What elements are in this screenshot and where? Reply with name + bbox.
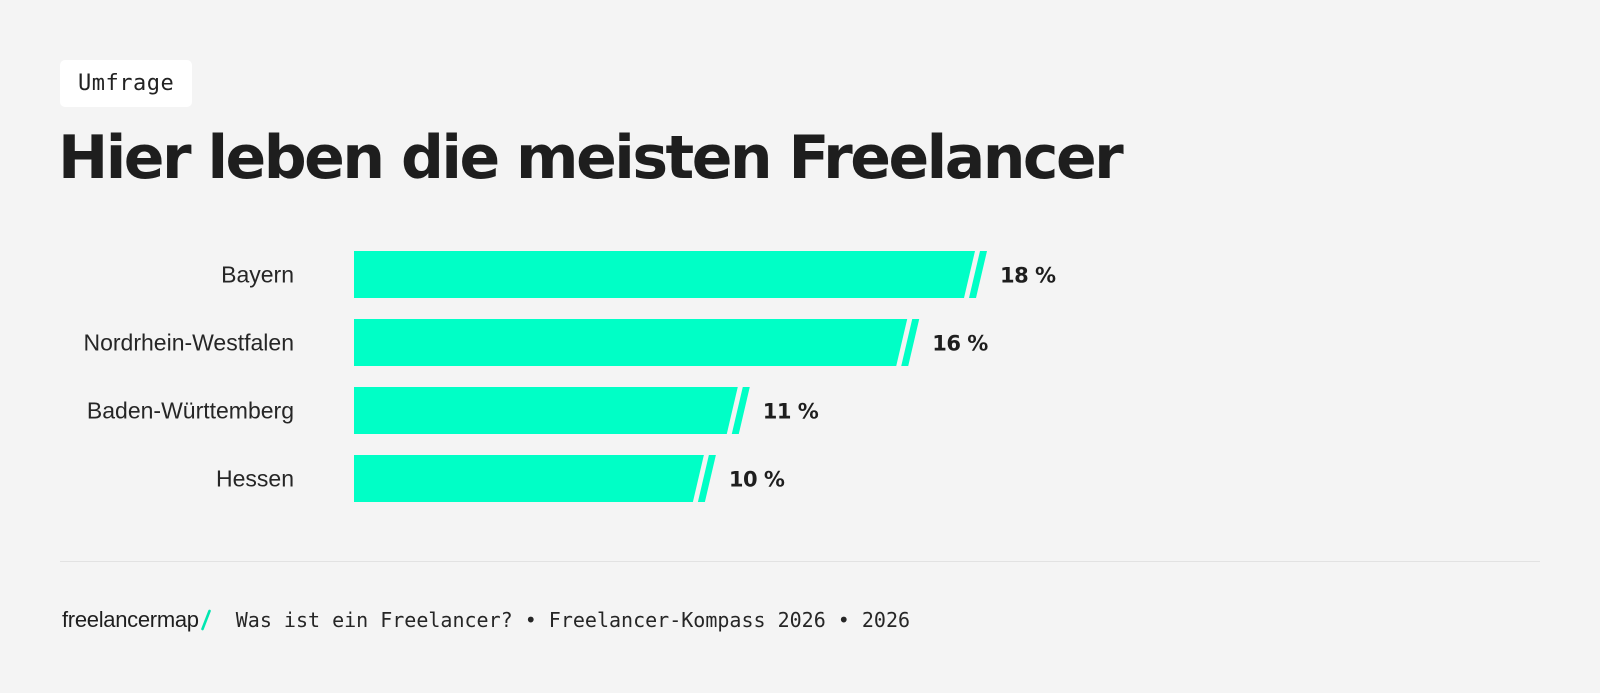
footer: freelancermap Was ist ein Freelancer? • … — [62, 603, 910, 637]
bar-slash-mark — [697, 455, 716, 502]
brand-name: freelancermap — [62, 607, 199, 632]
page-title: Hier leben die meisten Freelancer — [58, 123, 1124, 193]
slash-icon — [200, 609, 211, 631]
value-label: 11 % — [763, 400, 819, 424]
bar-slash-mark — [731, 387, 750, 434]
bar — [354, 319, 908, 366]
category-label: Baden-Württemberg — [87, 398, 294, 424]
category-label: Hessen — [216, 466, 294, 492]
bar-slash-mark — [901, 319, 920, 366]
bar — [354, 387, 738, 434]
value-label: 16 % — [932, 332, 988, 356]
value-label: 10 % — [729, 468, 785, 492]
category-label: Nordrhein-Westfalen — [83, 330, 294, 356]
category-tag: Umfrage — [60, 60, 193, 107]
brand-logo: freelancermap — [62, 607, 212, 633]
bar-slash-mark — [969, 251, 987, 298]
source-text: Was ist ein Freelancer? • Freelancer-Kom… — [235, 608, 911, 632]
value-label: 18 % — [1000, 264, 1056, 288]
bar — [354, 455, 704, 502]
footer-divider — [60, 561, 1540, 562]
bar-chart: Bayern 18 % Nordrhein-Westfalen 16 % Baden-W… — [83, 251, 1057, 502]
bar — [354, 251, 975, 298]
category-label: Bayern — [221, 262, 294, 288]
